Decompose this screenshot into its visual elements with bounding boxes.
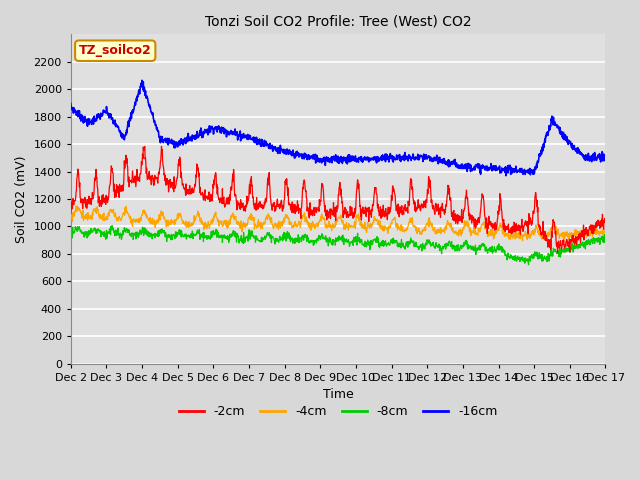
Text: TZ_soilco2: TZ_soilco2 [79,44,152,57]
X-axis label: Time: Time [323,388,353,401]
Y-axis label: Soil CO2 (mV): Soil CO2 (mV) [15,156,28,243]
Legend: -2cm, -4cm, -8cm, -16cm: -2cm, -4cm, -8cm, -16cm [173,400,502,423]
Title: Tonzi Soil CO2 Profile: Tree (West) CO2: Tonzi Soil CO2 Profile: Tree (West) CO2 [205,15,472,29]
